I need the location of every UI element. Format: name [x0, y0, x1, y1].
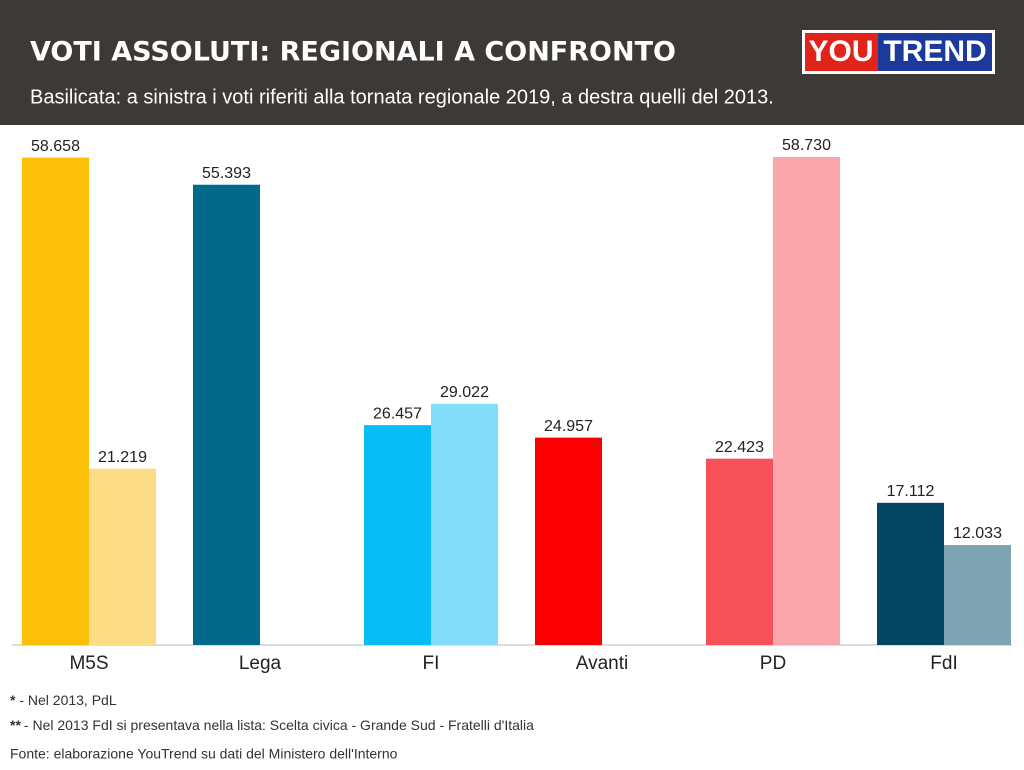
logo-red [805, 33, 878, 71]
bar [364, 425, 431, 645]
value-label: 17.112 [887, 483, 935, 500]
x-tick-label: M5S [69, 653, 108, 674]
footnote: * - Nel 2013, PdL [10, 692, 117, 708]
footnote-mark: * [10, 692, 16, 708]
value-label: 26.457 [373, 405, 422, 422]
source: Fonte: elaborazione YouTrend su dati del… [10, 746, 398, 762]
value-label: 58.730 [782, 137, 831, 154]
bar [22, 157, 89, 645]
footnote-mark: ** [10, 717, 21, 733]
bar [431, 403, 498, 645]
value-label: 55.393 [202, 165, 251, 182]
value-label: 58.658 [31, 138, 80, 155]
value-label: 29.022 [440, 384, 489, 401]
bar [89, 468, 156, 645]
x-tick-label: Lega [239, 653, 282, 674]
chart-subtitle: Basilicata: a sinistra i voti riferiti a… [30, 86, 774, 108]
bar [706, 458, 773, 645]
value-label: 24.957 [544, 418, 593, 435]
bar [535, 437, 602, 645]
footnote: ** - Nel 2013 FdI si presentava nella lis… [10, 717, 534, 733]
value-label: 22.423 [715, 439, 764, 456]
x-tick-label: PD [760, 653, 786, 674]
x-tick-label: FI [423, 653, 440, 674]
footnote-text: - Nel 2013 FdI si presentava nella lista… [24, 717, 534, 733]
value-label: 12.033 [953, 525, 1002, 542]
bar [944, 545, 1011, 645]
x-tick-label: Avanti [576, 653, 628, 674]
logo-blue [878, 33, 992, 71]
x-tick-label: FdI [930, 653, 957, 674]
logo-text: TREND [883, 35, 986, 68]
bar [193, 184, 260, 645]
footnote-text: - Nel 2013, PdL [15, 692, 116, 708]
bar [773, 157, 840, 645]
logo-text: YOU [808, 35, 873, 68]
value-label: 21.219 [98, 449, 147, 466]
chart-title: VOTI ASSOLUTI: REGIONALI A CONFRONTO [30, 37, 676, 68]
bar [877, 502, 944, 645]
